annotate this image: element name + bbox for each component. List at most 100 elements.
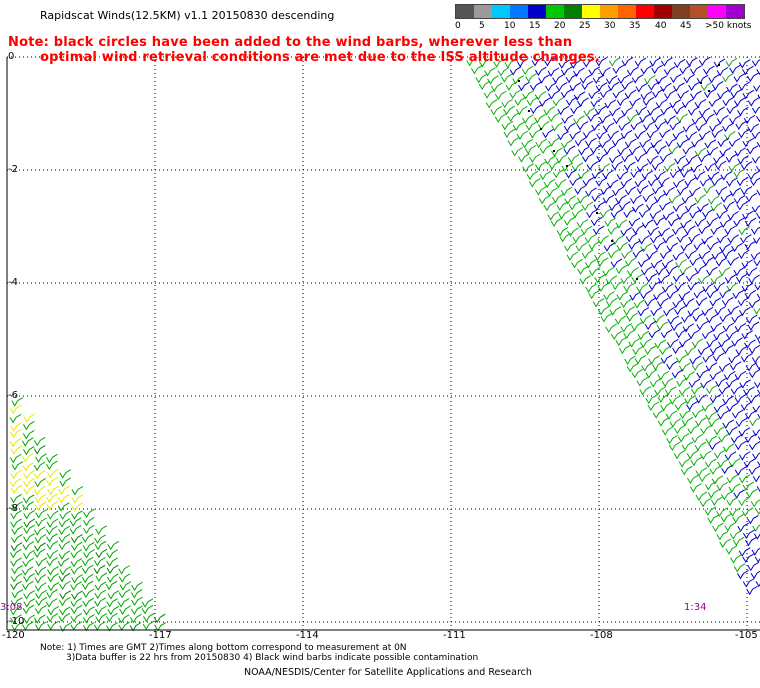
wind-barb <box>608 154 621 164</box>
wind-barb <box>655 99 668 109</box>
wind-barb <box>722 96 735 107</box>
wind-barb <box>531 57 544 67</box>
wind-barb <box>618 121 631 132</box>
wind-barb <box>621 106 633 117</box>
wind-barb <box>58 485 70 495</box>
wind-barb <box>701 306 714 317</box>
wind-barb <box>82 588 95 599</box>
wind-barb <box>22 430 35 440</box>
wind-barb <box>59 469 71 479</box>
wind-barb <box>707 171 720 181</box>
wind-barb <box>688 186 701 197</box>
wind-barb <box>142 620 155 631</box>
wind-barb <box>569 176 582 187</box>
wind-barb <box>730 434 743 444</box>
wind-barb <box>106 557 118 567</box>
wind-barb <box>608 201 621 212</box>
wind-barb <box>567 154 580 164</box>
wind-barb <box>722 249 735 259</box>
wind-barb <box>33 486 46 496</box>
wind-barb <box>728 137 741 148</box>
wind-barb <box>598 139 611 149</box>
wind-barb <box>745 267 758 277</box>
wind-barb <box>719 312 732 323</box>
wind-barb <box>695 122 708 132</box>
wind-barb <box>708 97 721 108</box>
wind-barb <box>47 573 59 583</box>
wind-barb <box>687 474 699 485</box>
wind-barb <box>656 321 669 331</box>
wind-barb <box>654 386 666 396</box>
wind-barb <box>643 75 656 85</box>
wind-barb <box>636 283 648 293</box>
wind-barb <box>516 130 529 140</box>
wind-barb <box>94 581 107 591</box>
wind-barb <box>11 397 24 407</box>
wind-barb <box>555 82 568 92</box>
wind-barb <box>22 557 35 568</box>
wind-barb <box>33 526 46 536</box>
wind-barb <box>33 445 46 455</box>
wind-barb <box>46 540 59 551</box>
wind-barb <box>606 179 619 189</box>
legend-label: 5 <box>479 21 485 31</box>
wind-barb <box>665 265 678 276</box>
wind-barb <box>543 106 556 116</box>
wind-barb <box>721 296 734 307</box>
wind-barb <box>661 283 674 293</box>
wind-barb <box>565 96 578 107</box>
wind-barb <box>94 534 106 544</box>
wind-barb <box>702 353 714 363</box>
wind-barb <box>10 573 23 583</box>
wind-barb <box>624 89 637 100</box>
legend-label: 0 <box>455 21 461 31</box>
wind-barb <box>616 171 629 181</box>
wind-barb <box>662 234 675 244</box>
wind-barb <box>582 153 594 163</box>
wind-barb <box>737 297 750 307</box>
wind-barb <box>599 66 611 77</box>
wind-barb <box>649 210 662 220</box>
wind-barb <box>10 597 23 607</box>
wind-barb <box>526 170 539 181</box>
wind-barb <box>576 218 589 229</box>
wind-barb <box>739 379 752 389</box>
wind-barb <box>11 589 24 599</box>
wind-barb <box>70 534 83 544</box>
wind-barb <box>730 385 743 395</box>
wind-barb <box>34 478 47 488</box>
wind-barb <box>724 451 737 461</box>
wind-barb <box>742 481 755 491</box>
wind-barb <box>745 536 757 547</box>
wind-barb <box>560 139 573 149</box>
wind-barb <box>106 549 118 559</box>
wind-barb <box>577 194 589 204</box>
wind-barb <box>518 81 530 92</box>
wind-barb <box>33 548 46 558</box>
wind-barb <box>675 328 688 339</box>
wind-barb <box>699 450 712 460</box>
wind-barb <box>680 168 693 178</box>
wind-barb <box>588 66 601 76</box>
wind-barb <box>58 533 71 544</box>
wind-barb <box>684 395 696 405</box>
wind-barb <box>654 339 667 349</box>
wind-barb <box>663 162 676 173</box>
wind-barb <box>83 549 95 559</box>
wind-barb <box>720 193 733 203</box>
wind-barb <box>718 433 730 443</box>
wind-barb <box>574 137 587 147</box>
wind-barb <box>693 241 706 251</box>
wind-barb <box>705 435 718 445</box>
wind-barb <box>534 66 547 77</box>
wind-barb <box>10 580 22 591</box>
wind-barb <box>746 514 759 525</box>
wind-barb <box>687 281 700 291</box>
wind-barb <box>620 274 633 285</box>
wind-barb <box>669 99 682 109</box>
wind-barb <box>546 187 558 197</box>
wind-barb <box>751 106 760 114</box>
wind-barb <box>81 564 94 575</box>
wind-barb <box>754 334 760 341</box>
wind-barb <box>707 195 720 205</box>
